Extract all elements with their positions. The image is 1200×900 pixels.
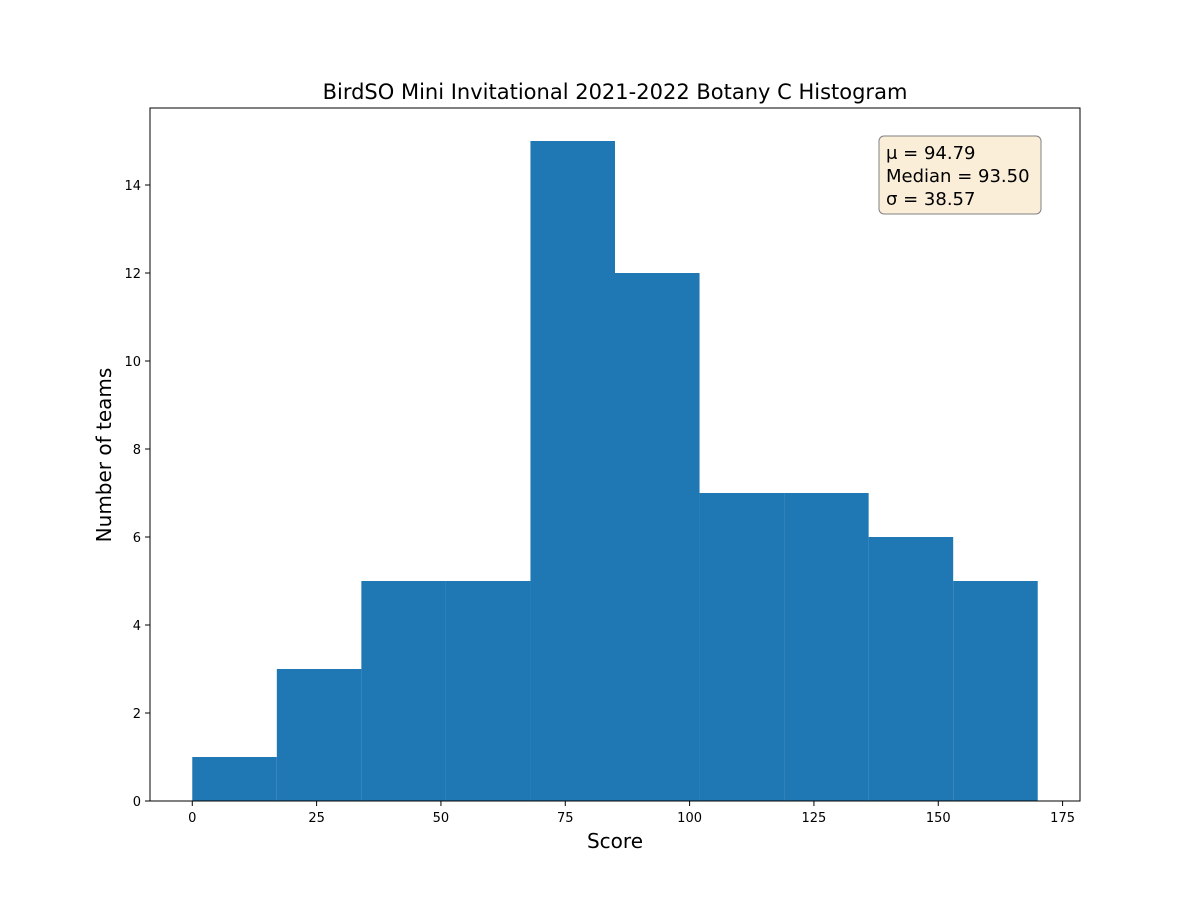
stats-box-background <box>878 135 1042 215</box>
y-tick-label: 6 <box>133 531 141 546</box>
y-tick-label: 0 <box>133 795 141 810</box>
histogram-bar-5 <box>615 273 700 801</box>
y-tick-label: 4 <box>133 619 141 634</box>
histogram-bar-4 <box>530 141 615 801</box>
stats-box: μ = 94.79 Median = 93.50 σ = 38.57 <box>878 135 1042 215</box>
x-axis-ticks: 0 25 50 75 100 125 150 175 <box>188 801 1075 826</box>
histogram-bar-2 <box>361 581 446 801</box>
y-tick-label: 8 <box>133 443 141 458</box>
chart-title: BirdSO Mini Invitational 2021-2022 Botan… <box>323 80 908 104</box>
x-axis-label: Score <box>587 829 643 853</box>
x-tick-label: 75 <box>557 811 574 826</box>
y-tick-label: 12 <box>124 267 141 282</box>
x-tick-label: 50 <box>433 811 450 826</box>
x-tick-label: 150 <box>926 811 951 826</box>
y-tick-label: 10 <box>124 355 141 370</box>
plot-frame <box>149 107 1081 802</box>
histogram-bar-8 <box>868 537 954 801</box>
x-tick-label: 25 <box>308 811 325 826</box>
histogram-bar-7 <box>784 493 869 801</box>
x-tick-label: 0 <box>188 811 196 826</box>
histogram-bar-1 <box>276 669 362 801</box>
stats-sd: σ = 38.57 <box>886 189 975 210</box>
histogram-bar-6 <box>699 493 785 801</box>
x-tick-label: 175 <box>1050 811 1075 826</box>
y-axis-label: Number of teams <box>92 368 116 543</box>
bars-group <box>192 141 1038 801</box>
stats-median: Median = 93.50 <box>886 166 1030 187</box>
x-tick-label: 100 <box>677 811 702 826</box>
y-axis-ticks: 0 2 4 6 8 10 12 14 <box>124 179 150 810</box>
histogram-bar-3 <box>445 581 531 801</box>
stats-mean: μ = 94.79 <box>886 143 976 164</box>
x-tick-label: 125 <box>802 811 827 826</box>
y-tick-label: 14 <box>124 179 141 194</box>
y-tick-label: 2 <box>133 707 141 722</box>
histogram-bar-0 <box>192 757 277 801</box>
histogram-bar-9 <box>953 581 1038 801</box>
